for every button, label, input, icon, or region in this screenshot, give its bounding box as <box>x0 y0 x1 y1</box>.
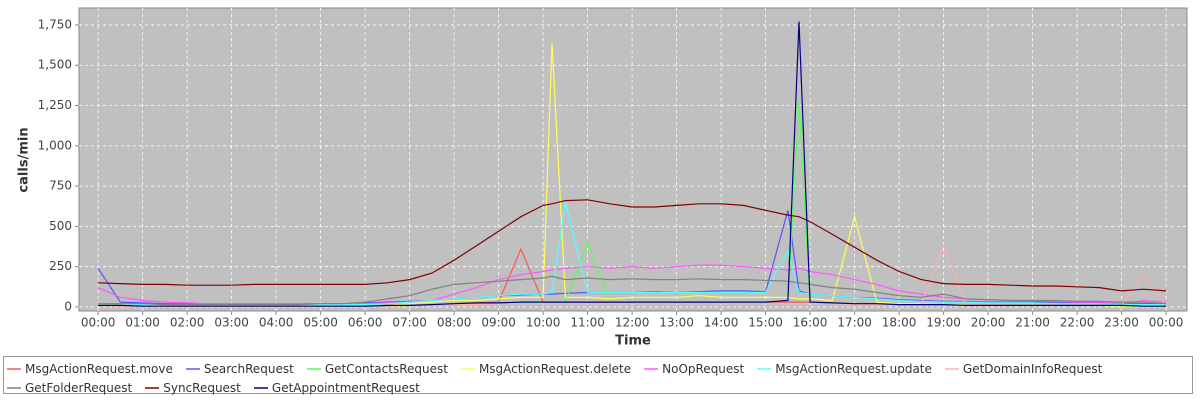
series-line <box>98 21 1167 307</box>
legend-swatch <box>460 367 475 370</box>
x-tick-label: 07:00 <box>392 316 427 330</box>
legend-label: NoOpRequest <box>662 361 745 376</box>
legend-label: GetContactsRequest <box>324 361 448 376</box>
x-tick-label: 13:00 <box>659 316 694 330</box>
legend-swatch <box>185 367 200 370</box>
x-tick-label: 03:00 <box>214 316 249 330</box>
legend-item: SyncRequest <box>144 378 241 397</box>
y-tick-label: 250 <box>49 259 72 273</box>
legend-item: MsgActionRequest.delete <box>460 359 631 378</box>
legend-label: SearchRequest <box>203 361 294 376</box>
legend-label: MsgActionRequest.update <box>775 361 932 376</box>
y-tick-label: 500 <box>49 219 72 233</box>
x-tick-label: 09:00 <box>481 316 516 330</box>
legend-swatch <box>306 367 321 370</box>
y-tick-label: 1,000 <box>38 138 72 152</box>
y-tick-label: 750 <box>49 179 72 193</box>
x-tick-label: 22:00 <box>1060 316 1095 330</box>
x-tick-label: 23:00 <box>1104 316 1139 330</box>
x-tick-label: 04:00 <box>259 316 294 330</box>
plot-area <box>78 7 1188 312</box>
legend-label: GetFolderRequest <box>25 380 133 395</box>
legend-label: GetDomainInfoRequest <box>962 361 1103 376</box>
x-tick-label: 17:00 <box>837 316 872 330</box>
chart: calls/min Time 0 250 500 750 1,000 1,250 1,500… <box>17 7 1188 349</box>
legend-item: NoOpRequest <box>643 359 744 378</box>
x-tick-label: 11:00 <box>570 316 605 330</box>
x-tick-label: 02:00 <box>170 316 205 330</box>
x-tick-label: 21:00 <box>1015 316 1050 330</box>
x-tick-label: 01:00 <box>125 316 160 330</box>
legend-label: GetAppointmentRequest <box>271 380 420 395</box>
legend-item: MsgActionRequest.update <box>756 359 932 378</box>
y-tick-label: 0 <box>64 299 72 313</box>
x-tick-label: 08:00 <box>437 316 472 330</box>
x-tick-label: 00:00 <box>81 316 116 330</box>
series-line <box>98 275 1167 306</box>
legend-label: SyncRequest <box>163 380 241 395</box>
x-tick-label: 15:00 <box>748 316 783 330</box>
x-tick-label: 16:00 <box>793 316 828 330</box>
y-tick-label: 1,750 <box>38 17 72 31</box>
legend-label: MsgActionRequest.move <box>25 361 173 376</box>
legend-swatch <box>7 367 21 370</box>
x-tick-label: 14:00 <box>704 316 739 330</box>
legend-item: GetAppointmentRequest <box>253 378 420 397</box>
legend-swatch <box>644 367 659 370</box>
x-tick-label: 06:00 <box>348 316 383 330</box>
legend: MsgActionRequest.move SearchRequest GetCon… <box>3 356 1193 397</box>
legend-swatch <box>253 386 268 389</box>
series-line <box>98 199 1167 292</box>
x-axis-label: Time <box>615 334 651 349</box>
legend-item: GetDomainInfoRequest <box>944 359 1102 378</box>
y-axis-label: calls/min <box>17 127 32 192</box>
x-tick-label: 05:00 <box>303 316 338 330</box>
x-tick-label: 12:00 <box>615 316 650 330</box>
legend-swatch <box>145 386 160 389</box>
legend-item: SearchRequest <box>185 359 294 378</box>
legend-swatch <box>944 367 959 370</box>
legend-label: MsgActionRequest.delete <box>478 361 632 376</box>
x-tick-label: 00:00 <box>1149 316 1184 330</box>
x-tick-label: 10:00 <box>526 316 561 330</box>
x-tick-label: 19:00 <box>926 316 961 330</box>
x-tick-label: 20:00 <box>971 316 1006 330</box>
legend-item: GetFolderRequest <box>6 378 132 397</box>
legend-swatch <box>7 386 21 389</box>
y-tick-label: 1,250 <box>38 98 72 112</box>
legend-item: MsgActionRequest.move <box>6 359 173 378</box>
legend-swatch <box>757 367 772 370</box>
x-tick-label: 18:00 <box>882 316 917 330</box>
legend-item: GetContactsRequest <box>306 359 448 378</box>
y-tick-label: 1,500 <box>38 58 72 72</box>
